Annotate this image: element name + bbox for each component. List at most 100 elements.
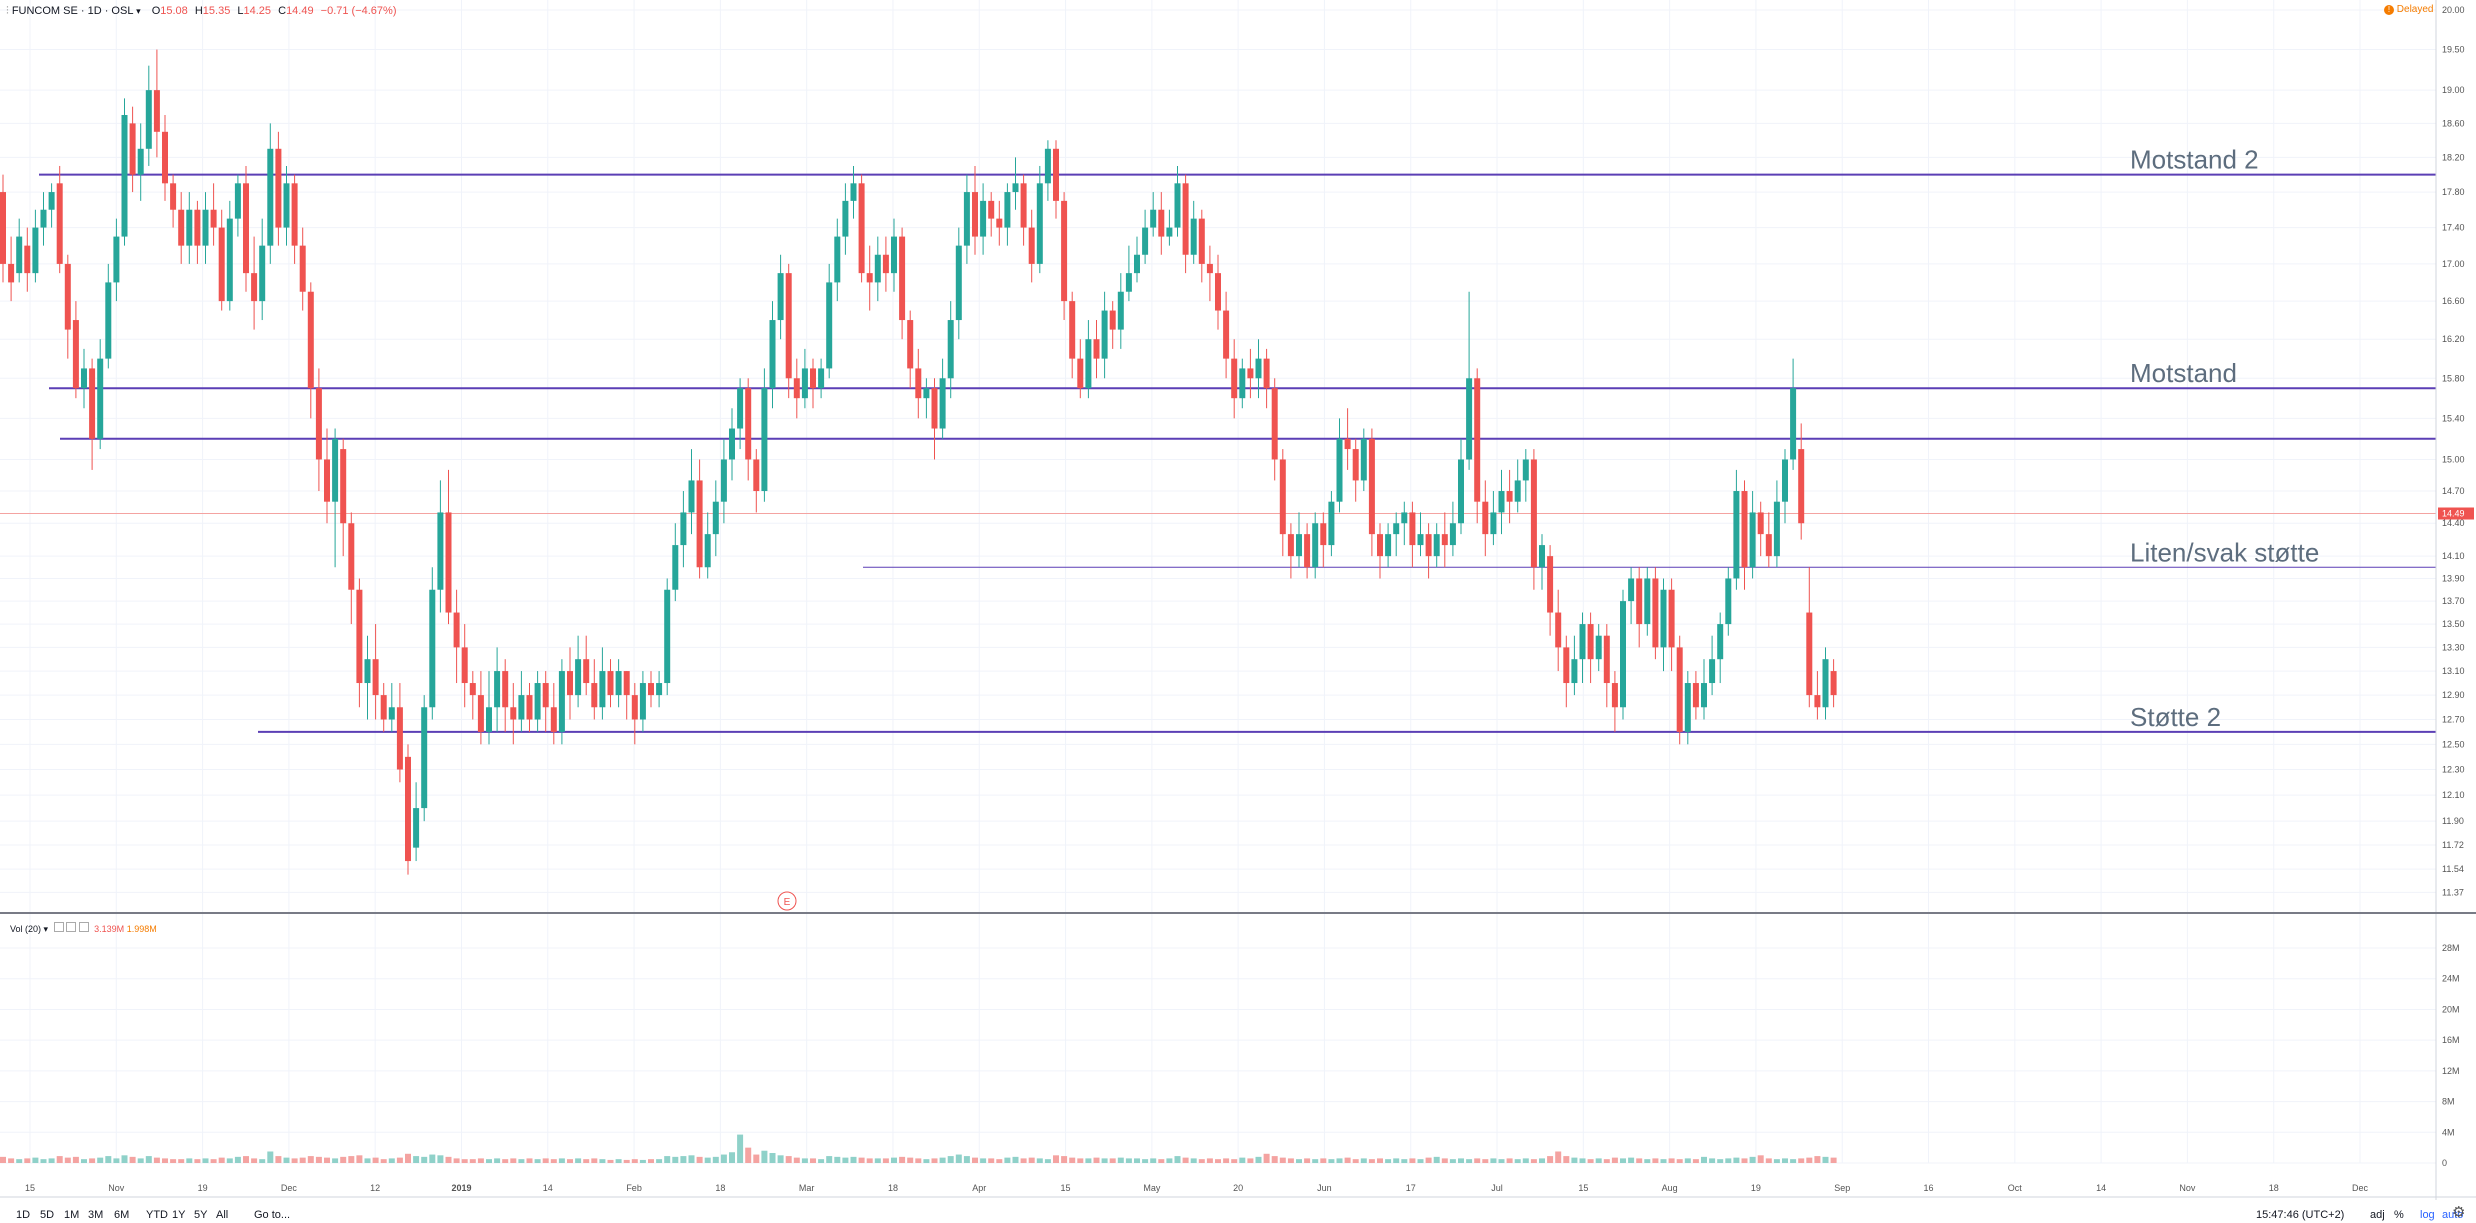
- candle-body: [704, 534, 711, 568]
- volume-tick-label: 20M: [2442, 1004, 2460, 1014]
- candle-body: [769, 320, 776, 389]
- volume-bar: [1409, 1158, 1416, 1163]
- candle-body: [882, 254, 889, 274]
- level-label: Motstand 2: [2130, 145, 2259, 175]
- candle-body: [1174, 183, 1181, 228]
- volume-bar: [1012, 1156, 1019, 1163]
- symbol-legend[interactable]: ⫶ FUNCOM SE · 1D · OSL ▾ O15.08 H15.35 L…: [6, 5, 397, 18]
- volume-bar: [769, 1153, 776, 1163]
- candle-body: [639, 683, 646, 720]
- eye-icon[interactable]: [53, 922, 64, 932]
- range-button-5d[interactable]: 5D: [40, 1209, 55, 1221]
- volume-bar: [1636, 1158, 1643, 1163]
- volume-bar: [315, 1156, 322, 1163]
- range-button-5y[interactable]: 5Y: [194, 1209, 208, 1221]
- volume-bar: [567, 1159, 573, 1163]
- volume-tick-label: 24M: [2442, 974, 2460, 984]
- volume-bar: [639, 1159, 646, 1163]
- price-tick-label: 18.60: [2442, 118, 2465, 128]
- volume-bar: [1279, 1157, 1286, 1163]
- symbol-title[interactable]: FUNCOM SE · 1D · OSL: [11, 5, 134, 17]
- candle-body: [1490, 512, 1497, 535]
- range-button-ytd[interactable]: YTD: [146, 1209, 168, 1221]
- volume-bar: [761, 1150, 768, 1163]
- volume-bar: [810, 1158, 816, 1163]
- volume-bar: [129, 1156, 136, 1163]
- candle-body: [1814, 695, 1821, 708]
- candle-body: [988, 200, 995, 219]
- candle-body: [972, 192, 978, 237]
- volume-bar: [1377, 1158, 1383, 1163]
- volume-bar: [648, 1159, 654, 1163]
- volume-bar: [1620, 1158, 1626, 1163]
- range-button-3m[interactable]: 3M: [88, 1209, 104, 1221]
- candle-body: [1344, 438, 1351, 450]
- candle-body: [1198, 218, 1205, 264]
- candle-body: [210, 209, 217, 228]
- candle-body: [186, 209, 193, 246]
- candle-body: [858, 183, 865, 274]
- adj-toggle[interactable]: adj: [2370, 1209, 2385, 1221]
- chevron-down-icon[interactable]: ▾: [43, 924, 49, 934]
- candle-body: [461, 647, 468, 684]
- chevron-down-icon[interactable]: ▾: [136, 6, 141, 16]
- volume-bar: [834, 1156, 841, 1163]
- candle-body: [129, 123, 136, 175]
- volume-bar: [113, 1158, 120, 1163]
- range-button-1y[interactable]: 1Y: [172, 1209, 186, 1221]
- volume-bar: [388, 1158, 395, 1163]
- range-button-1d[interactable]: 1D: [16, 1209, 31, 1221]
- volume-bar: [1312, 1159, 1319, 1163]
- volume-bar: [1692, 1159, 1699, 1163]
- chart-type-icon: ⫶: [6, 5, 9, 17]
- candle-body: [48, 192, 55, 210]
- time-tick-label: Nov: [108, 1183, 125, 1193]
- percent-toggle[interactable]: %: [2394, 1209, 2404, 1221]
- range-button-all[interactable]: All: [216, 1209, 229, 1221]
- volume-bar: [1239, 1157, 1246, 1163]
- log-toggle[interactable]: log: [2420, 1209, 2435, 1221]
- goto-button[interactable]: Go to...: [254, 1209, 291, 1221]
- settings-icon[interactable]: [66, 922, 77, 932]
- candle-body: [826, 282, 833, 369]
- candle-body: [761, 388, 768, 492]
- time-tick-label: 17: [1406, 1183, 1416, 1193]
- candle-body: [1636, 578, 1643, 625]
- volume-bar: [1709, 1158, 1716, 1163]
- earnings-marker[interactable]: [777, 891, 797, 911]
- volume-bar: [97, 1157, 104, 1163]
- range-button-1m[interactable]: 1M: [64, 1209, 80, 1221]
- gear-icon[interactable]: ⚙: [2452, 1204, 2466, 1221]
- candle-body: [105, 282, 112, 359]
- time-tick-label: Jul: [1491, 1183, 1503, 1193]
- volume-bar: [1061, 1156, 1068, 1163]
- candle-body: [1773, 501, 1780, 557]
- candle-body: [1352, 449, 1359, 481]
- candle-body: [575, 659, 582, 696]
- clock-readout: 15:47:46 (UTC+2): [2256, 1209, 2345, 1221]
- candle-body: [307, 291, 314, 389]
- delayed-badge[interactable]: ! Delayed: [2384, 4, 2433, 15]
- time-tick-label: Feb: [626, 1183, 642, 1193]
- candle-body: [259, 245, 266, 302]
- volume-bar: [1352, 1159, 1359, 1163]
- range-button-6m[interactable]: 6M: [114, 1209, 130, 1221]
- volume-legend[interactable]: Vol (20) ▾ 3.139M 1.998M: [10, 922, 157, 935]
- volume-bar: [1004, 1157, 1011, 1163]
- volume-bar: [1611, 1157, 1618, 1163]
- candle-body: [1425, 534, 1432, 557]
- candle-body: [1117, 291, 1124, 330]
- close-icon[interactable]: [78, 922, 89, 932]
- auto-toggle[interactable]: auto: [2442, 1209, 2464, 1221]
- candle-body: [1733, 491, 1740, 579]
- volume-bar: [1215, 1159, 1221, 1163]
- close-label: C: [278, 5, 287, 17]
- price-tick-label: 11.90: [2442, 816, 2464, 826]
- time-tick-label: 15: [1061, 1183, 1071, 1193]
- volume-bar: [372, 1157, 379, 1163]
- volume-bar: [1036, 1158, 1043, 1163]
- time-tick-label: Dec: [2352, 1183, 2369, 1193]
- volume-bar: [275, 1156, 282, 1163]
- volume-bar: [1134, 1158, 1140, 1163]
